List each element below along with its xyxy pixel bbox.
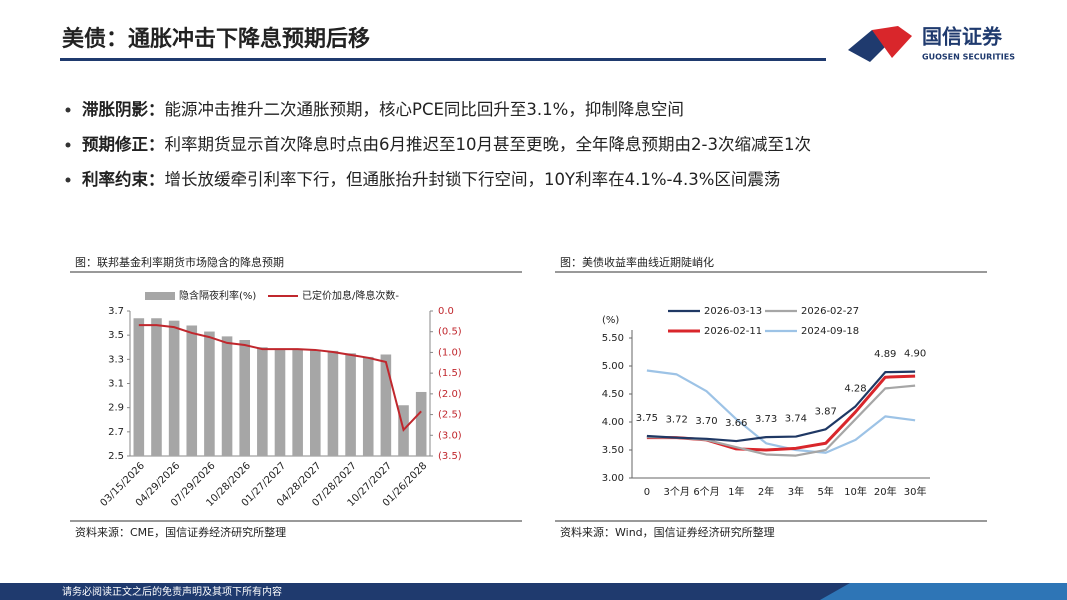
title-underline bbox=[60, 58, 826, 61]
bullet-dot bbox=[65, 142, 71, 148]
bar bbox=[327, 350, 339, 456]
line bbox=[646, 370, 916, 443]
bullet: 滞胀阴影：能源冲击推升二次通胀预期，核心PCE同比回升至3.1%，抑制降息空间 bbox=[82, 100, 684, 119]
y-tick-label: 3.1 bbox=[108, 379, 124, 390]
y2-tick-label: 0.0 bbox=[438, 306, 454, 317]
y-tick-label: 5.00 bbox=[602, 361, 624, 372]
x-tick-label: 2年 bbox=[758, 485, 774, 498]
x-tick-label: 6个月 bbox=[693, 486, 719, 498]
x-tick-label: 5年 bbox=[818, 485, 834, 498]
footer-bar bbox=[0, 583, 1067, 600]
bar bbox=[221, 336, 233, 456]
bullet: 预期修正：利率期货显示首次降息时点由6月推迟至10月甚至更晚，全年降息预期由2-… bbox=[82, 134, 811, 154]
data-label: 3.73 bbox=[755, 414, 777, 425]
logo-name: 国信证券 bbox=[922, 25, 1003, 49]
bar bbox=[362, 356, 374, 456]
legend-swatch bbox=[145, 292, 175, 300]
bar bbox=[292, 349, 303, 456]
bullet-label: 滞胀阴影： bbox=[82, 100, 165, 119]
footer-accent bbox=[820, 583, 1067, 600]
bar bbox=[186, 325, 198, 456]
y-unit: (%) bbox=[602, 315, 619, 326]
y-tick-label: 2.5 bbox=[108, 451, 124, 462]
bullet-label: 预期修正： bbox=[82, 134, 165, 154]
x-tick-label: 3年 bbox=[788, 485, 804, 498]
x-tick-label: 30年 bbox=[904, 485, 927, 498]
chart-source: 资料来源：CME，国信证券经济研究所整理 bbox=[75, 525, 286, 539]
bullet-label: 利率约束： bbox=[82, 169, 165, 189]
bar bbox=[380, 354, 392, 456]
x-tick-label: 20年 bbox=[874, 485, 897, 498]
bullets: 滞胀阴影：能源冲击推升二次通胀预期，核心PCE同比回升至3.1%，抑制降息空间预… bbox=[65, 100, 811, 189]
data-label: 3.74 bbox=[785, 414, 807, 425]
y2-tick-label: (3.0) bbox=[438, 430, 462, 441]
y-tick-label: 4.50 bbox=[602, 389, 624, 400]
bar bbox=[257, 347, 268, 456]
data-label: 3.72 bbox=[666, 415, 688, 426]
x-tick-label: 0 bbox=[644, 487, 650, 498]
y-tick-label: 2.7 bbox=[108, 427, 124, 438]
bullet: 利率约束：增长放缓牵引利率下行，但通胀抬升封锁下行空间，10Y利率在4.1%-4… bbox=[82, 169, 780, 189]
y-tick-label: 3.50 bbox=[602, 445, 624, 456]
legend-label: 2026-02-11 bbox=[704, 326, 762, 337]
y2-tick-label: (0.5) bbox=[438, 327, 462, 338]
y2-tick-label: (1.5) bbox=[438, 368, 462, 379]
legend-label: 2026-02-27 bbox=[801, 306, 859, 317]
data-label: 4.89 bbox=[874, 349, 896, 360]
bar bbox=[133, 318, 145, 456]
bar bbox=[168, 320, 180, 456]
y2-tick-label: (2.5) bbox=[438, 410, 462, 421]
bullet-text: 能源冲击推升二次通胀预期，核心PCE同比回升至3.1%，抑制降息空间 bbox=[165, 100, 684, 119]
line bbox=[646, 369, 916, 454]
legend-label: 2024-09-18 bbox=[801, 326, 859, 337]
chart-title: 图：美债收益率曲线近期陡峭化 bbox=[560, 255, 714, 269]
bar bbox=[204, 331, 215, 456]
data-label: 3.87 bbox=[815, 406, 837, 417]
y2-tick-label: (3.5) bbox=[438, 451, 462, 462]
x-tick-label: 10年 bbox=[844, 485, 867, 498]
data-label: 4.90 bbox=[904, 349, 926, 360]
x-tick-label: 3个月 bbox=[664, 486, 690, 498]
y-tick-label: 4.00 bbox=[602, 417, 624, 428]
logo: 国信证券 GUOSEN SECURITIES bbox=[848, 25, 1015, 62]
bar bbox=[310, 349, 321, 456]
chart-title: 图：联邦基金利率期货市场隐含的降息预期 bbox=[75, 255, 284, 269]
y2-tick-label: (2.0) bbox=[438, 389, 462, 400]
line bbox=[138, 324, 422, 432]
y-tick-label: 3.7 bbox=[108, 306, 124, 317]
y2-tick-label: (1.0) bbox=[438, 347, 462, 358]
y-tick-label: 3.00 bbox=[602, 473, 624, 484]
y-tick-label: 2.9 bbox=[108, 403, 124, 414]
legend-label: 已定价加息/降息次数- bbox=[302, 289, 399, 302]
bullet-text: 增长放缓牵引利率下行，但通胀抬升封锁下行空间，10Y利率在4.1%-4.3%区间… bbox=[165, 170, 781, 189]
y-tick-label: 3.3 bbox=[108, 354, 124, 365]
data-label: 3.70 bbox=[695, 416, 717, 427]
x-tick-label: 1年 bbox=[728, 485, 744, 498]
logo-english: GUOSEN SECURITIES bbox=[922, 53, 1015, 62]
bullet-text: 利率期货显示首次降息时点由6月推迟至10月甚至更晚，全年降息预期由2-3次缩减至… bbox=[165, 135, 811, 154]
bullet-dot bbox=[65, 177, 71, 183]
slide-title: 美债：通胀冲击下降息预期后移 bbox=[62, 26, 370, 52]
bar bbox=[239, 340, 250, 456]
bullet-dot bbox=[65, 107, 71, 113]
bar bbox=[345, 353, 356, 456]
data-label: 3.66 bbox=[725, 418, 747, 429]
footer-text: 请务必阅读正文之后的免责声明及其项下所有内容 bbox=[62, 585, 282, 598]
y-tick-label: 5.50 bbox=[602, 333, 624, 344]
data-label: 3.75 bbox=[636, 413, 658, 424]
chart-source: 资料来源：Wind，国信证券经济研究所整理 bbox=[560, 525, 775, 539]
bar bbox=[415, 391, 427, 456]
bar bbox=[151, 318, 162, 456]
legend-label: 2026-03-13 bbox=[704, 306, 762, 317]
data-label: 4.28 bbox=[844, 383, 866, 394]
legend-label: 隐含隔夜利率(%) bbox=[179, 289, 256, 302]
bar bbox=[274, 348, 286, 456]
y-tick-label: 3.5 bbox=[108, 330, 124, 341]
